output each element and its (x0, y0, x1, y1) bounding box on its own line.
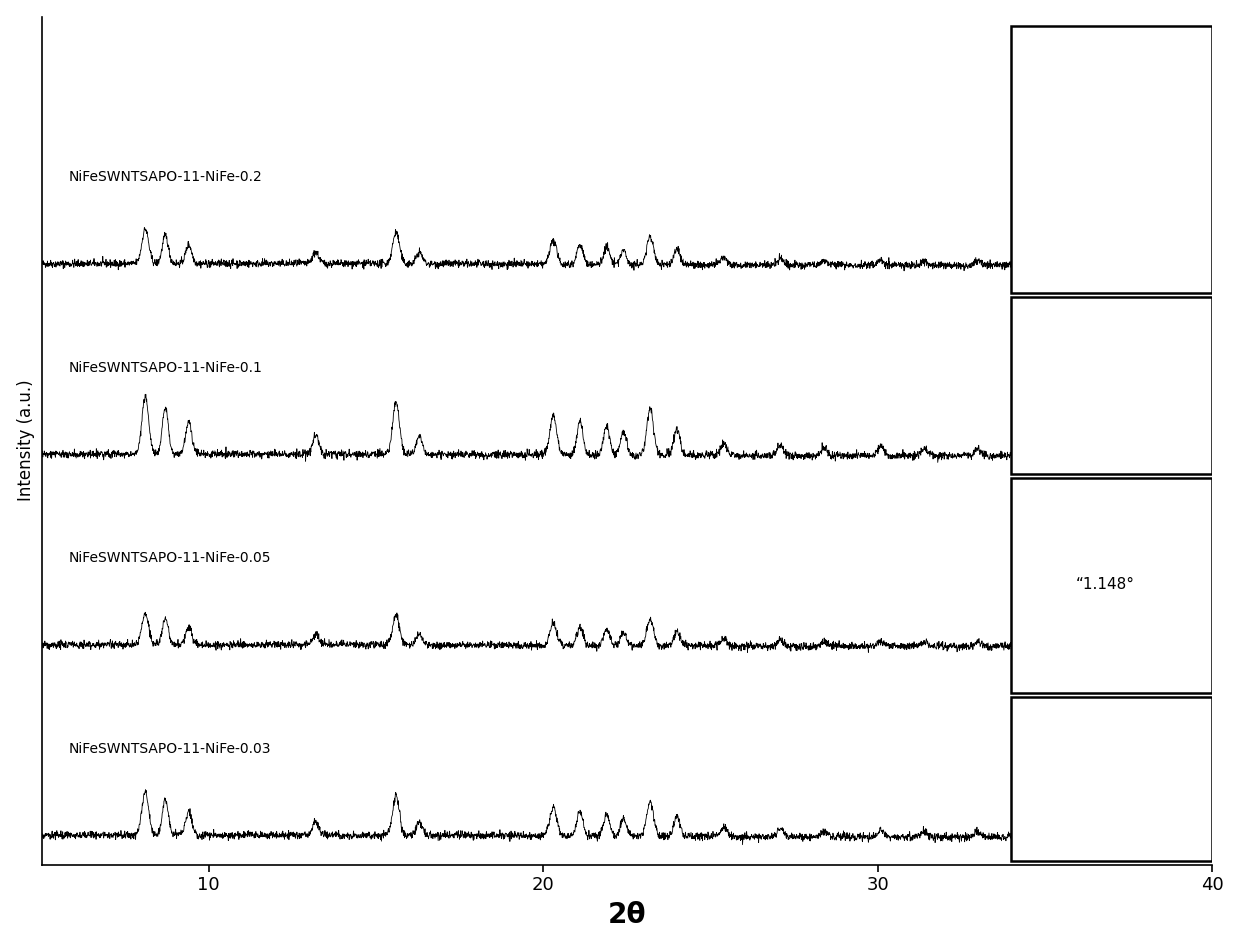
Text: NiFeSWNTSAPO-11-NiFe-0.03: NiFeSWNTSAPO-11-NiFe-0.03 (68, 742, 270, 756)
X-axis label: 2θ: 2θ (608, 902, 646, 929)
Text: “1.148°: “1.148° (1075, 577, 1135, 592)
Text: NiFeSWNTSAPO-11-NiFe-0.2: NiFeSWNTSAPO-11-NiFe-0.2 (68, 170, 262, 184)
Bar (1012, 297, 1211, 474)
Y-axis label: Intensity (a.u.): Intensity (a.u.) (16, 379, 35, 501)
Bar (1012, 478, 1211, 693)
Bar (1012, 26, 1211, 293)
Text: NiFeSWNTSAPO-11-NiFe-0.05: NiFeSWNTSAPO-11-NiFe-0.05 (68, 552, 270, 566)
Text: NiFeSWNTSAPO-11-NiFe-0.1: NiFeSWNTSAPO-11-NiFe-0.1 (68, 360, 262, 375)
Bar (1012, 697, 1211, 861)
